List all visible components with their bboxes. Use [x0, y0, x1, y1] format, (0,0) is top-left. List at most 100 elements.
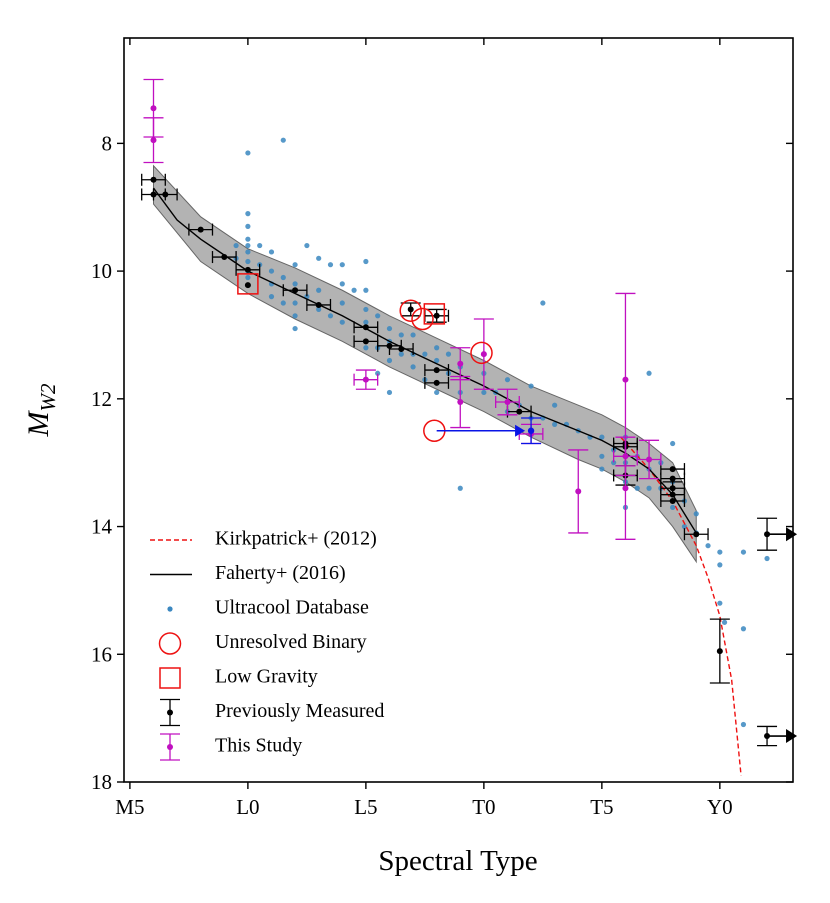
y-tick-label: 14: [91, 515, 113, 539]
ultracool-point: [280, 300, 286, 306]
ultracool-point: [351, 287, 357, 293]
data-point: [433, 379, 440, 386]
data-point: [646, 456, 653, 463]
data-point: [669, 498, 676, 505]
legend-dot: [167, 606, 173, 612]
data-point: [669, 475, 676, 482]
data-point: [221, 254, 228, 261]
data-point: [433, 367, 440, 374]
ultracool-point: [693, 511, 699, 517]
y-tick-label: 16: [91, 642, 112, 666]
plot-frame: [123, 37, 794, 783]
ultracool-point: [292, 325, 298, 332]
data-point: [362, 338, 369, 345]
low-gravity-marker: [423, 303, 446, 325]
legend-label: Ultracool Database: [215, 597, 369, 619]
ultracool-point: [398, 332, 404, 338]
ultracool-point: [434, 345, 440, 351]
data-point: [150, 105, 157, 112]
ultracool-point: [280, 274, 286, 281]
shifted-point: [527, 427, 535, 434]
ultracool-point: [386, 357, 393, 364]
legend-label: Previously Measured: [215, 700, 384, 722]
ultracool-point: [339, 281, 345, 287]
ultracool-point: [386, 325, 393, 332]
data-point: [516, 408, 523, 415]
ultracool-point: [245, 223, 251, 229]
ultracool-point: [740, 721, 747, 728]
ultracool-point: [363, 287, 369, 293]
ultracool-point: [268, 249, 275, 255]
ultracool-point: [705, 543, 711, 549]
ultracool-point: [304, 242, 310, 249]
data-point: [244, 266, 251, 273]
legend-label: Low Gravity: [215, 666, 318, 688]
x-tick-label: L5: [354, 795, 377, 819]
ultracool-point: [599, 466, 605, 472]
ultracool-point: [245, 242, 251, 249]
ultracool-point: [740, 549, 747, 555]
ultracool-point: [670, 440, 676, 447]
data-point: [362, 376, 369, 383]
legend-label: Unresolved Binary: [215, 631, 367, 653]
ultracool-point: [646, 370, 652, 376]
ultracool-point: [375, 313, 381, 319]
legend: Kirkpatrick+ (2012) Faherty+ (2016) Ultrac…: [150, 528, 384, 761]
ultracool-point: [292, 313, 298, 319]
data-point: [292, 287, 299, 294]
y-axis-label: MW2: [22, 383, 60, 437]
ultracool-point: [363, 319, 369, 325]
legend-dot: [167, 744, 173, 750]
legend-label: This Study: [215, 735, 302, 757]
ultracool-point: [339, 262, 345, 268]
data-point: [622, 485, 629, 492]
ultracool-point: [764, 555, 770, 562]
legend-label: Faherty+ (2016): [215, 562, 346, 584]
data-point: [150, 137, 157, 144]
data-point: [480, 351, 487, 358]
y-tick-label: 8: [102, 131, 113, 155]
series-line: [620, 436, 742, 776]
y-axis-label-sub: W2: [36, 383, 60, 411]
series-line: [152, 187, 697, 534]
y-tick-label: 12: [91, 387, 112, 411]
x-tick-label: M5: [115, 795, 144, 819]
ultracool-point: [445, 351, 452, 357]
ultracool-point: [434, 389, 440, 396]
ultracool-point: [363, 306, 369, 313]
ultracool-point: [552, 421, 558, 427]
ultracool-point: [245, 249, 251, 255]
ultracool-point: [717, 549, 723, 555]
data-point: [362, 324, 369, 331]
ultracool-point: [245, 211, 251, 217]
x-tick-label: L0: [236, 795, 259, 819]
data-point: [407, 306, 414, 313]
y-axis-label-main: M: [22, 410, 55, 438]
shift-arrow-head: [515, 424, 526, 437]
x-tick-label: T5: [590, 795, 613, 819]
plot-area: [152, 137, 770, 776]
ultracool-point: [540, 300, 546, 306]
data-point: [669, 466, 676, 473]
ultracool-point: [363, 345, 369, 351]
ultracool-point: [481, 389, 487, 396]
ultracool-point: [268, 268, 275, 274]
ultracool-point: [721, 619, 728, 625]
ultracool-point: [504, 377, 511, 383]
data-point: [162, 191, 169, 198]
ultracool-point: [245, 236, 251, 242]
low-gravity-marker: [237, 273, 259, 295]
ultracool-point: [257, 242, 263, 249]
ultracool-point: [670, 504, 676, 510]
ultracool-point: [611, 460, 617, 466]
ultracool-point: [339, 300, 345, 306]
ultracool-point: [552, 402, 558, 408]
y-tick-label: 18: [91, 770, 112, 794]
ultracool-point: [316, 255, 322, 261]
ultracool-point: [327, 313, 334, 319]
ultracool-point: [268, 294, 275, 300]
y-tick-label: 10: [91, 259, 112, 283]
ultracool-point: [634, 485, 640, 491]
x-tick-label: Y0: [707, 795, 733, 819]
